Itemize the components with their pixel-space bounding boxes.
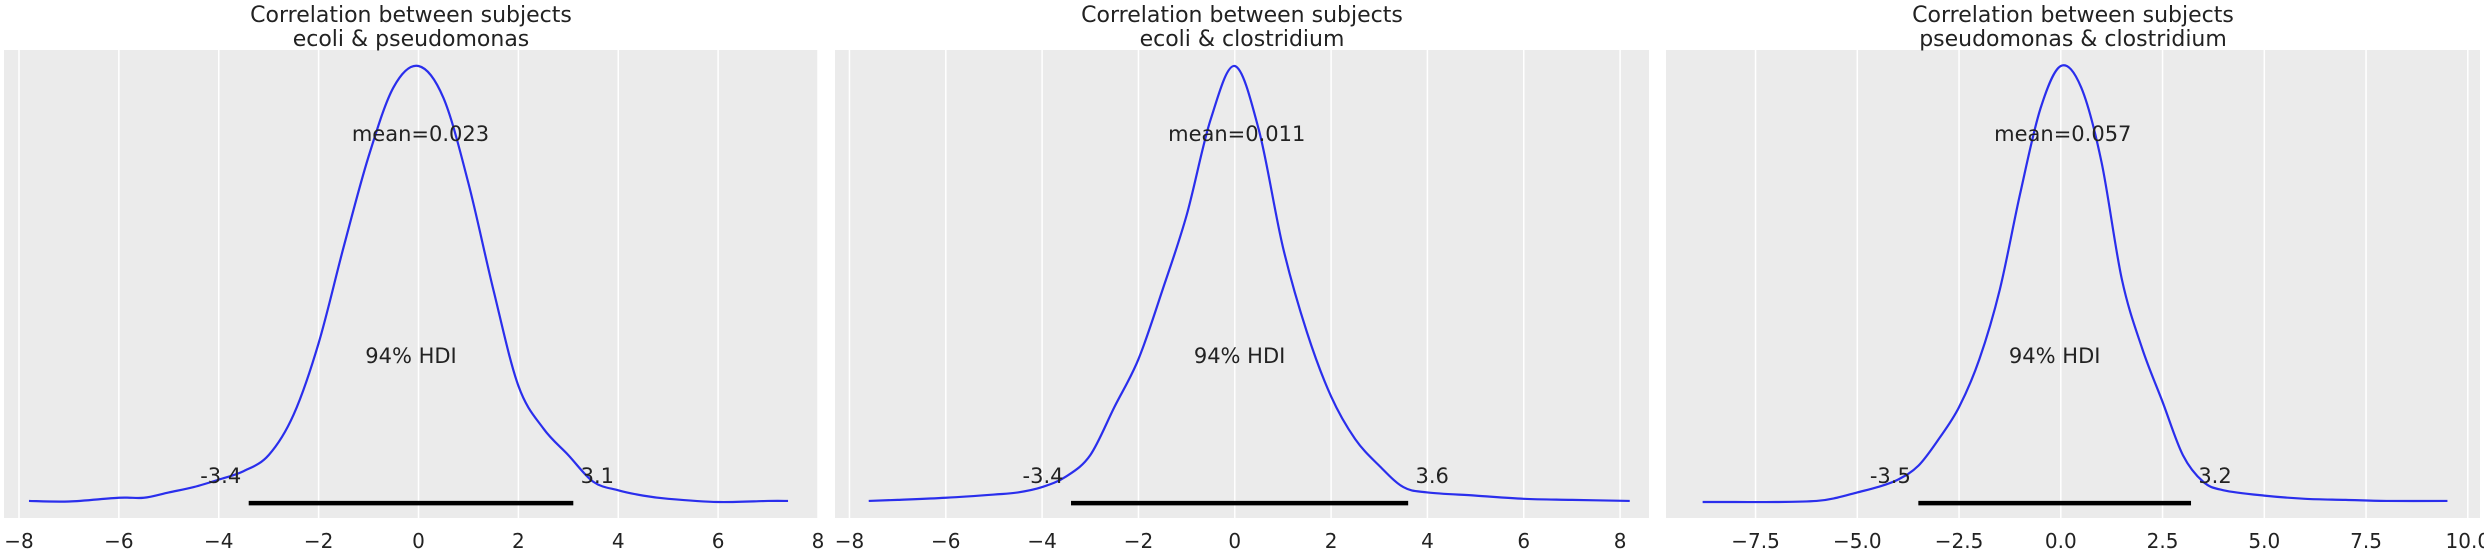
hdi-text: 94% HDI bbox=[365, 344, 457, 368]
x-tick-label: −6 bbox=[104, 529, 133, 552]
chart-title-line1: Correlation between subjects bbox=[1912, 3, 2234, 28]
x-tick-label: −2 bbox=[1124, 529, 1153, 552]
x-tick-label: 8 bbox=[1614, 529, 1627, 552]
x-tick-label: 5.0 bbox=[2248, 529, 2280, 552]
hdi-upper-label: 3.2 bbox=[2198, 464, 2231, 488]
kde-line bbox=[1702, 64, 2448, 504]
x-tick-label: 2 bbox=[512, 529, 525, 552]
hdi-text: 94% HDI bbox=[2009, 344, 2101, 368]
kde-line bbox=[28, 64, 789, 504]
chart-title-line1: Correlation between subjects bbox=[250, 3, 572, 28]
hdi-lower-label: -3.4 bbox=[200, 464, 241, 488]
x-tick-label: −2 bbox=[304, 529, 333, 552]
plot-background bbox=[835, 50, 1649, 518]
x-tick-label: −4 bbox=[1027, 529, 1056, 552]
chart-svg: −8 −6 −4 −2 0 2 4 6 8 Correlation between subject… bbox=[4, 3, 825, 552]
hdi-text: 94% HDI bbox=[1194, 344, 1286, 368]
x-tick-label: 0 bbox=[412, 529, 425, 552]
x-tick-label: −5.0 bbox=[1833, 529, 1882, 552]
x-tick-label: 6 bbox=[1517, 529, 1530, 552]
chart-title-line2: pseudomonas & clostridium bbox=[1919, 27, 2227, 52]
hdi-lower-label: -3.5 bbox=[1870, 464, 1911, 488]
hdi-upper-label: 3.1 bbox=[581, 464, 614, 488]
x-tick-label: −8 bbox=[835, 529, 864, 552]
x-tick-label: 6 bbox=[712, 529, 725, 552]
x-tick-label: −8 bbox=[4, 529, 33, 552]
x-tick-label: −2.5 bbox=[1935, 529, 1984, 552]
x-tick-label: 2.5 bbox=[2147, 529, 2179, 552]
kde-line bbox=[868, 64, 1630, 503]
x-tick-label: 2 bbox=[1325, 529, 1338, 552]
mean-text: mean=0.023 bbox=[352, 122, 489, 146]
chart-title-line2: ecoli & pseudomonas bbox=[293, 27, 530, 52]
chart-svg: −8 −6 −4 −2 0 2 4 6 8 Correlation between subject… bbox=[835, 3, 1649, 552]
chart-svg: −7.5 −5.0 −2.5 0.0 2.5 5.0 7.5 10.0 Correlation … bbox=[1666, 3, 2484, 552]
x-tick-label: 8 bbox=[812, 529, 825, 552]
x-tick-label: 4 bbox=[612, 529, 625, 552]
x-tick-label: 0 bbox=[1228, 529, 1241, 552]
mean-text: mean=0.011 bbox=[1168, 122, 1305, 146]
hdi-lower-label: -3.4 bbox=[1023, 464, 1064, 488]
chart-title-line2: ecoli & clostridium bbox=[1140, 27, 1345, 52]
x-tick-label: −4 bbox=[204, 529, 233, 552]
plot-background bbox=[1666, 50, 2480, 518]
x-tick-label: −6 bbox=[931, 529, 960, 552]
x-tick-label: 0.0 bbox=[2045, 529, 2077, 552]
x-tick-label: 10.0 bbox=[2446, 529, 2484, 552]
chart-title-line1: Correlation between subjects bbox=[1081, 3, 1403, 28]
x-tick-label: −7.5 bbox=[1731, 529, 1780, 552]
subplot-pseudomonas-clostridium: −7.5 −5.0 −2.5 0.0 2.5 5.0 7.5 10.0 Correlation … bbox=[1662, 0, 2484, 552]
x-tick-label: 7.5 bbox=[2350, 529, 2382, 552]
subplot-ecoli-pseudomonas: −8 −6 −4 −2 0 2 4 6 8 Correlation between subject… bbox=[0, 0, 825, 552]
subplot-ecoli-clostridium: −8 −6 −4 −2 0 2 4 6 8 Correlation between subject… bbox=[831, 0, 1653, 552]
x-tick-label: 4 bbox=[1421, 529, 1434, 552]
hdi-upper-label: 3.6 bbox=[1415, 464, 1448, 488]
mean-text: mean=0.057 bbox=[1994, 122, 2131, 146]
plot-background bbox=[4, 50, 818, 518]
